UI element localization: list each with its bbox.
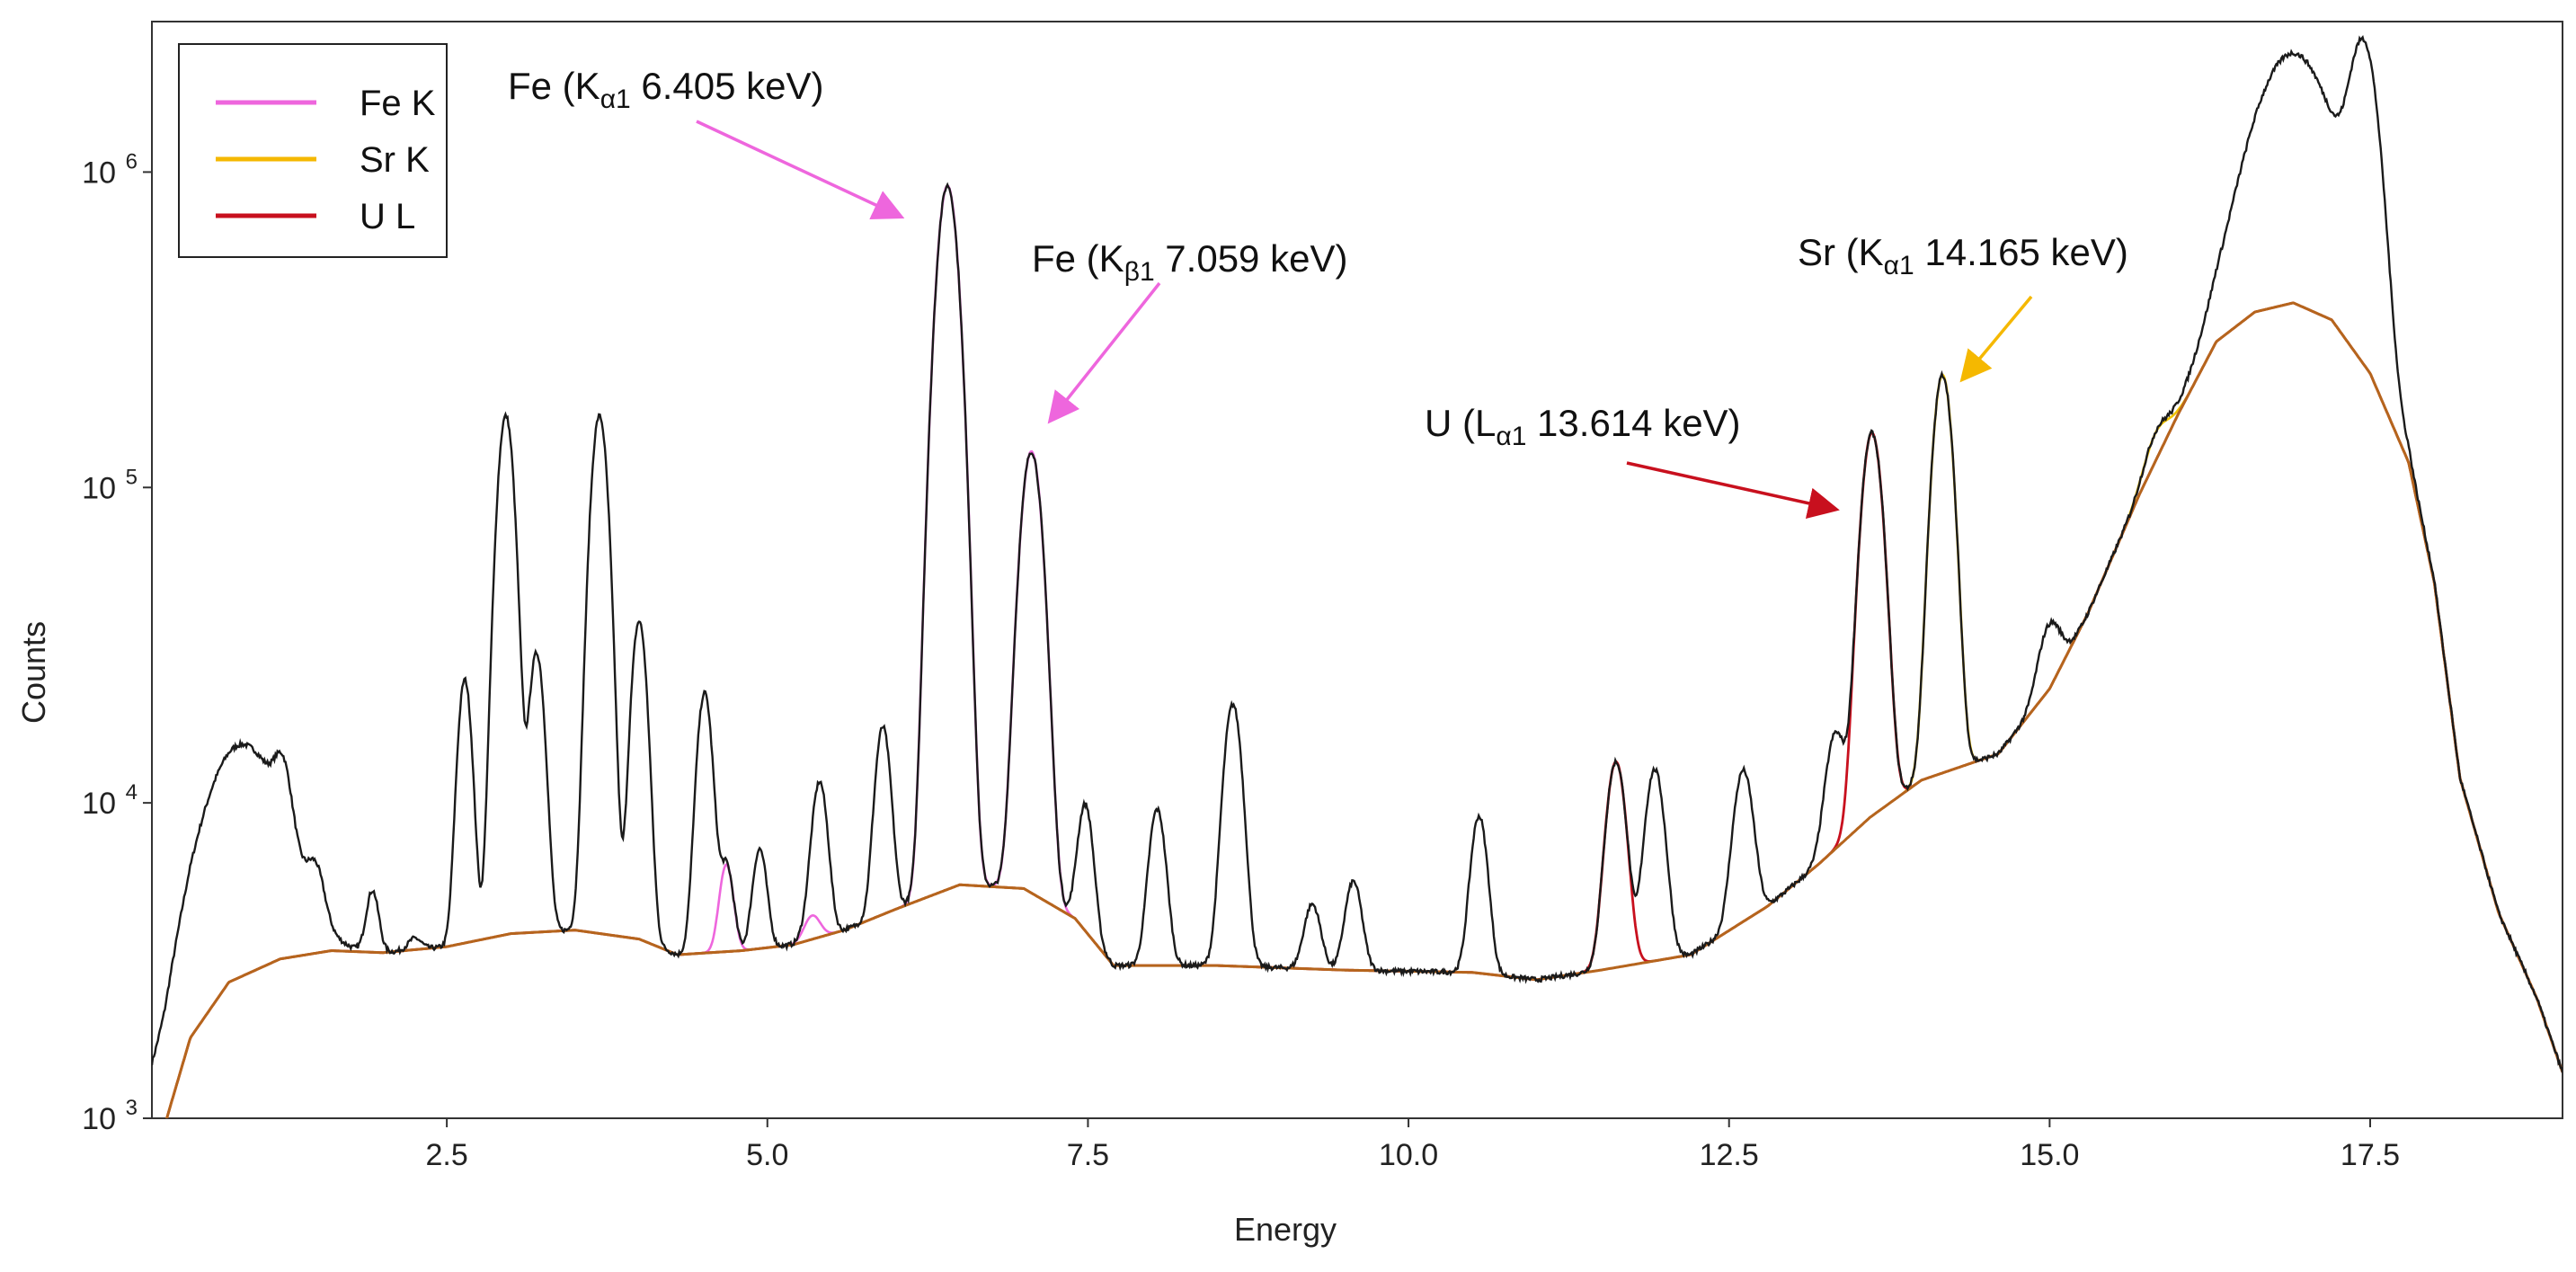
annotation-arrow-fe-ka1 [696, 120, 905, 220]
y-tick-exponent: 6 [126, 149, 138, 173]
plot-area [151, 21, 2563, 1119]
y-tick-exponent: 5 [126, 465, 138, 489]
peak-annotations: Fe (Kα1 6.405 keV)Fe (Kβ1 7.059 keV)U (L… [508, 65, 2128, 520]
annotation-arrow-u-la1 [1626, 461, 1840, 520]
annotation-subscript: α1 [1884, 251, 1914, 280]
annotation-element: Fe (K [1032, 237, 1124, 280]
annotation-label-fe-ka1: Fe (Kα1 6.405 keV) [508, 65, 824, 114]
annotation-energy: 14.165 keV) [1914, 231, 2128, 273]
measured-spectrum-curve [152, 34, 2563, 1073]
x-tick-label: 15.0 [2020, 1138, 2079, 1172]
legend-label-u-l: U L [360, 197, 415, 236]
y-tick-label: 10 [82, 471, 116, 505]
legend-label-sr-k: Sr K [360, 140, 430, 180]
y-axis-title: Counts [15, 621, 52, 724]
x-tick-label: 2.5 [425, 1138, 467, 1172]
annotation-subscript: β1 [1124, 257, 1155, 287]
annotation-subscript: α1 [1496, 422, 1526, 451]
x-tick-label: 12.5 [1700, 1138, 1759, 1172]
x-tick-label: 5.0 [746, 1138, 788, 1172]
legend-label-fe-k: Fe K [360, 84, 436, 123]
annotation-arrow-sr-ka1 [1959, 295, 2033, 383]
y-tick-exponent: 4 [126, 780, 138, 805]
background-fit-curve [165, 301, 2563, 1118]
annotation-element: Fe (K [508, 65, 600, 107]
annotation-element: U (L [1425, 402, 1496, 444]
y-tick-label: 10 [82, 1102, 116, 1136]
x-tick-label: 7.5 [1067, 1138, 1109, 1172]
x-axis: 2.5 5.0 7.5 10.0 12.5 15.0 17.5 [425, 1118, 2400, 1172]
annotation-arrow-fe-kb1 [1047, 281, 1161, 424]
x-tick-label: 10.0 [1379, 1138, 1438, 1172]
annotation-label-sr-ka1: Sr (Kα1 14.165 keV) [1798, 231, 2128, 280]
x-tick-label: 17.5 [2341, 1138, 2400, 1172]
annotation-element: Sr (K [1798, 231, 1884, 273]
annotation-label-fe-kb1: Fe (Kβ1 7.059 keV) [1032, 237, 1347, 287]
y-axis: 10 3 10 4 10 5 10 6 [82, 149, 152, 1136]
annotation-energy: 7.059 keV) [1155, 237, 1348, 280]
legend-box [178, 43, 448, 258]
annotation-energy: 13.614 keV) [1526, 402, 1740, 444]
annotation-energy: 6.405 keV) [631, 65, 824, 107]
legend: Fe K Sr K U L [178, 43, 448, 258]
x-axis-title: Energy [1234, 1211, 1337, 1248]
annotation-label-u-la1: U (Lα1 13.614 keV) [1425, 402, 1741, 451]
annotation-subscript: α1 [600, 85, 631, 114]
y-tick-exponent: 3 [126, 1096, 138, 1120]
y-tick-label: 10 [82, 787, 116, 821]
y-tick-label: 10 [82, 156, 116, 190]
